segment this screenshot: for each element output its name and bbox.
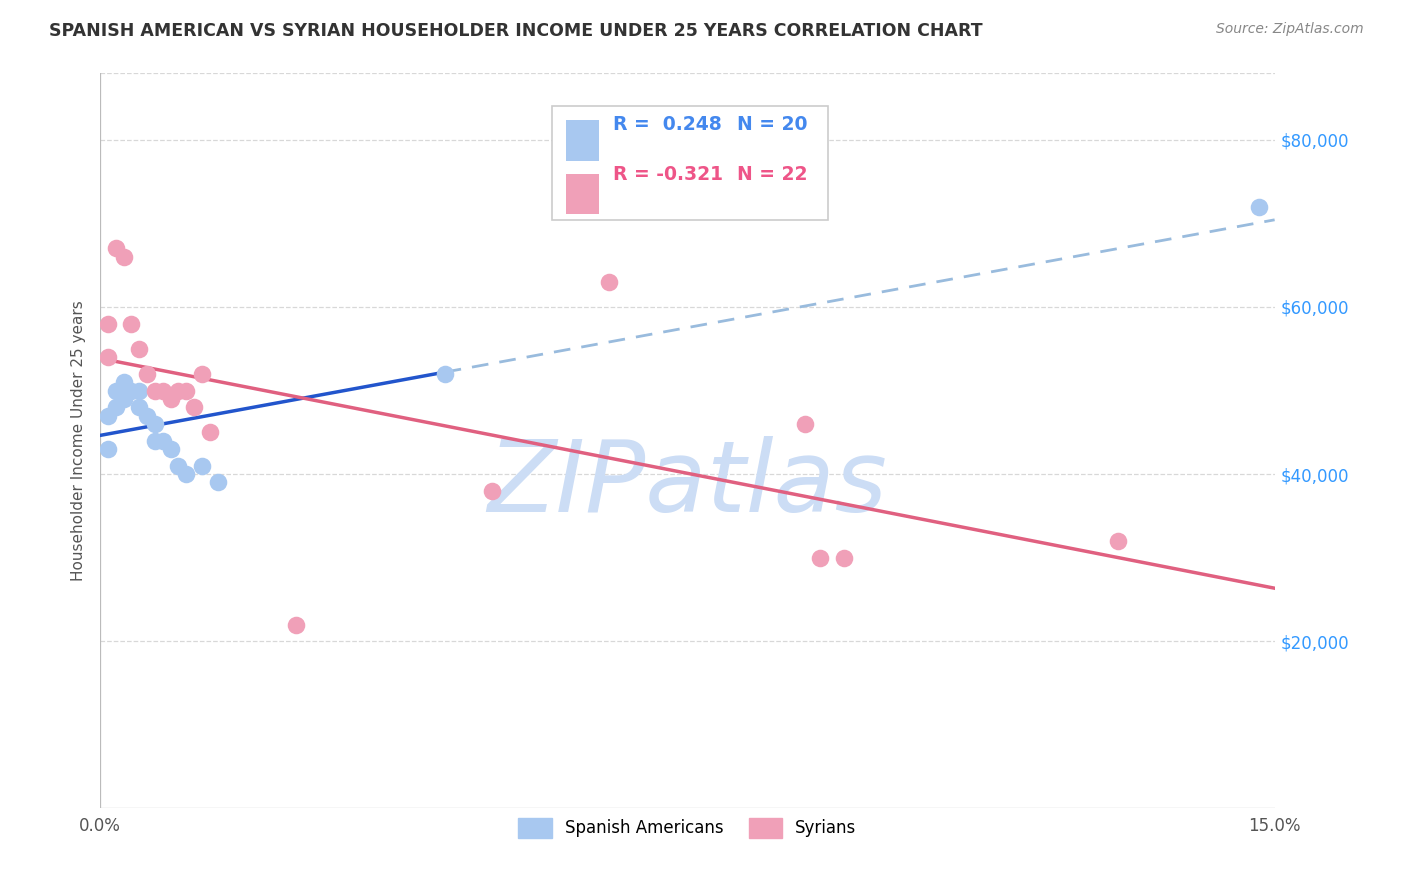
Point [284, 617, 307, 632]
Point [174, 467, 197, 482]
Point [207, 475, 229, 490]
Text: SPANISH AMERICAN VS SYRIAN HOUSEHOLDER INCOME UNDER 25 YEARS CORRELATION CHART: SPANISH AMERICAN VS SYRIAN HOUSEHOLDER I… [49, 22, 983, 40]
Point [810, 550, 832, 565]
Point [136, 367, 159, 381]
Point [481, 483, 503, 498]
Point [104, 242, 127, 256]
Point [433, 367, 456, 381]
Point [198, 425, 221, 440]
Point [1107, 534, 1129, 549]
Point [104, 401, 127, 415]
Point [598, 275, 620, 289]
Point [191, 367, 214, 381]
Point [97, 350, 120, 364]
Point [97, 409, 120, 423]
FancyBboxPatch shape [567, 174, 599, 214]
Point [159, 442, 181, 456]
Point [167, 458, 190, 473]
Y-axis label: Householder Income Under 25 years: Householder Income Under 25 years [72, 301, 86, 581]
Point [97, 442, 120, 456]
Point [128, 401, 150, 415]
Legend: Spanish Americans, Syrians: Spanish Americans, Syrians [512, 812, 863, 844]
Text: R =  0.248: R = 0.248 [613, 115, 723, 134]
Point [120, 317, 142, 331]
Point [143, 434, 166, 448]
FancyBboxPatch shape [553, 106, 828, 220]
Point [128, 384, 150, 398]
Text: N = 20: N = 20 [737, 115, 807, 134]
Point [1247, 200, 1270, 214]
Point [191, 458, 214, 473]
Point [174, 384, 197, 398]
Point [112, 250, 135, 264]
Point [793, 417, 815, 431]
Point [167, 384, 190, 398]
Point [136, 409, 159, 423]
Text: R = -0.321: R = -0.321 [613, 165, 724, 185]
Point [143, 417, 166, 431]
Point [120, 384, 142, 398]
Point [832, 550, 855, 565]
Point [112, 392, 135, 406]
FancyBboxPatch shape [567, 120, 599, 161]
Point [152, 434, 174, 448]
Text: ZIPatlas: ZIPatlas [488, 436, 887, 533]
Text: N = 22: N = 22 [737, 165, 807, 185]
Point [112, 375, 135, 389]
Point [183, 401, 205, 415]
Point [152, 384, 174, 398]
Point [159, 392, 181, 406]
Point [97, 317, 120, 331]
Text: Source: ZipAtlas.com: Source: ZipAtlas.com [1216, 22, 1364, 37]
Point [128, 342, 150, 356]
Point [104, 384, 127, 398]
Point [143, 384, 166, 398]
